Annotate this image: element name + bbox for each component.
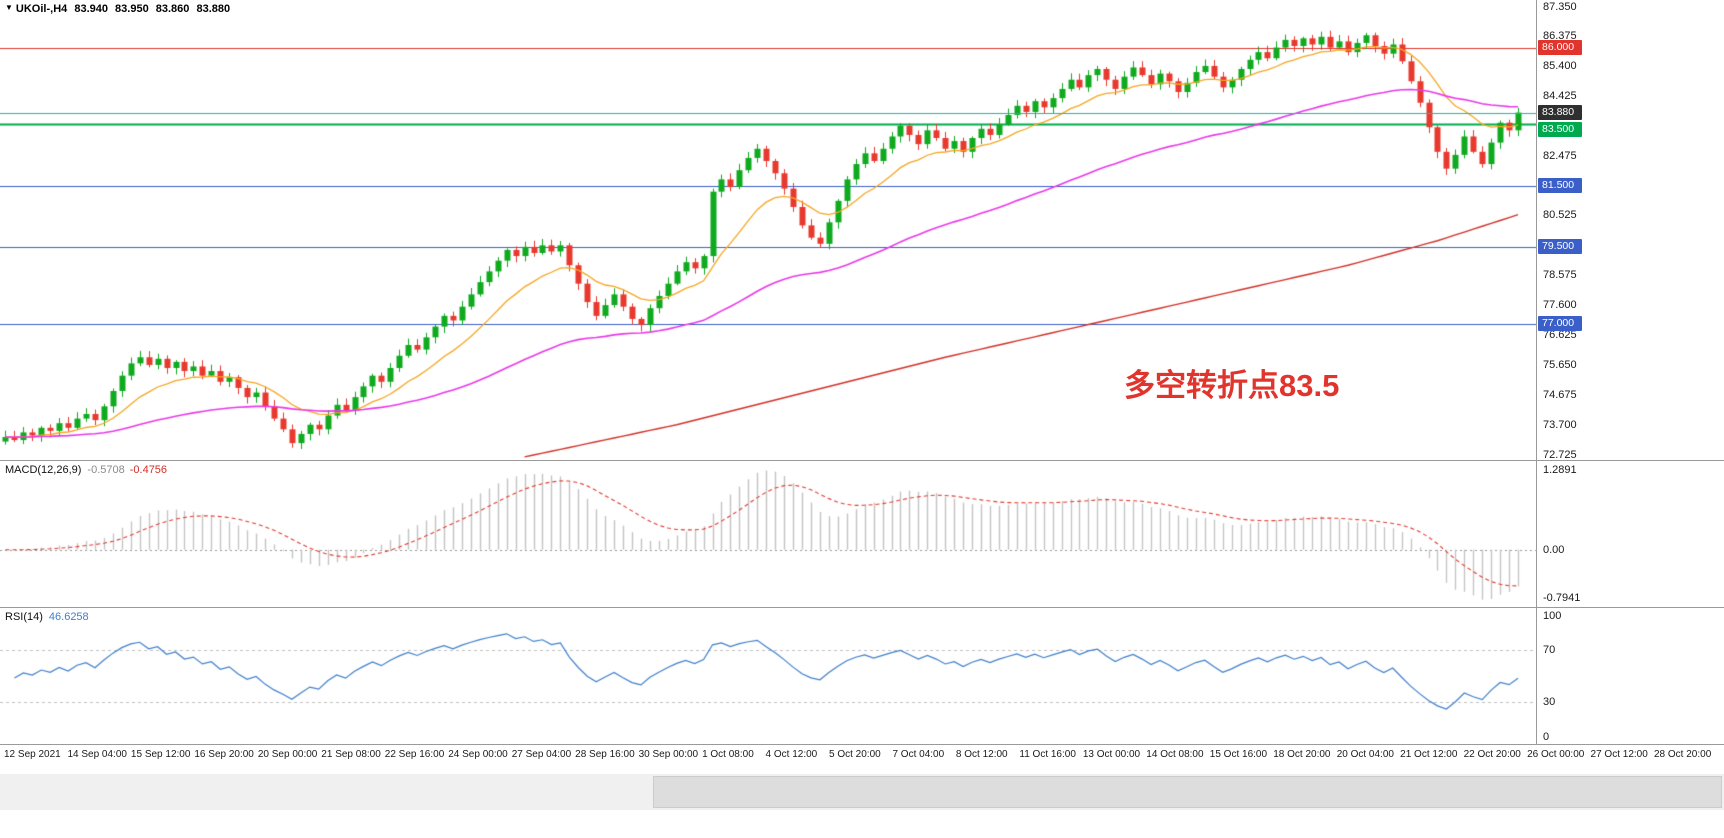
- macd-label: MACD(12,26,9) -0.5708 -0.4756: [5, 464, 167, 476]
- price-axis-label: 75.650: [1543, 358, 1577, 371]
- time-axis-label: 26 Oct 00:00: [1527, 749, 1585, 760]
- rsi-panel: RSI(14) 46.6258 100 70 30 0: [0, 608, 1724, 744]
- price-axis-label: 85.400: [1543, 59, 1577, 72]
- time-axis-label: 5 Oct 20:00: [829, 749, 881, 760]
- horizontal-scrollbar[interactable]: [0, 774, 1724, 810]
- scrollbar-thumb[interactable]: [653, 776, 1722, 808]
- panel-separator[interactable]: [0, 460, 1724, 461]
- time-axis-label: 13 Oct 00:00: [1082, 749, 1141, 760]
- price-plot-area: ▼ UKOil-,H4 83.940 83.950 83.860 83.880 多…: [0, 0, 1536, 460]
- time-axis-label: 16 Sep 20:00: [194, 749, 254, 760]
- time-axis-label: 27 Oct 12:00: [1590, 749, 1648, 760]
- symbol-period-label: UKOil-,H4: [15, 3, 68, 15]
- ohlc-low: 83.860: [155, 3, 190, 15]
- time-axis-label: 22 Sep 16:00: [384, 749, 445, 760]
- price-axis: 87.350 86.375 85.400 84.425 82.475 80.525 78.5…: [1536, 0, 1724, 461]
- price-axis-label: 82.475: [1543, 149, 1577, 162]
- price-axis-label: 72.725: [1543, 448, 1577, 461]
- time-axis-label: 28 Sep 16:00: [575, 749, 635, 760]
- price-axis-label: 77.600: [1543, 299, 1577, 312]
- rsi-axis-label: 100: [1543, 610, 1562, 622]
- ohlc-high: 83.950: [115, 3, 149, 15]
- price-axis-label: 84.425: [1543, 89, 1577, 102]
- price-badge: 86.000: [1538, 39, 1582, 55]
- time-axis-label: 11 Oct 16:00: [1019, 749, 1076, 760]
- time-axis-label: 30 Sep 00:00: [638, 749, 699, 760]
- rsi-axis-label: 0: [1543, 731, 1550, 743]
- time-axis-label: 20 Sep 00:00: [257, 749, 318, 760]
- price-axis-label: 80.525: [1543, 209, 1577, 222]
- price-badge: 79.500: [1538, 238, 1582, 254]
- price-axis-label: 86.375: [1543, 30, 1577, 43]
- ohlc-open: 83.940: [74, 3, 108, 15]
- time-axis-label: 14 Sep 04:00: [67, 749, 127, 760]
- rsi-name: RSI(14): [5, 611, 43, 623]
- macd-signal-value: -0.4756: [129, 464, 168, 476]
- price-badge: 81.500: [1538, 177, 1582, 193]
- chart-title: ▼ UKOil-,H4 83.940 83.950 83.860 83.880: [5, 3, 234, 15]
- price-axis-label: 73.700: [1543, 418, 1577, 431]
- price-badge: 77.000: [1538, 315, 1582, 331]
- macd-axis-label: 0.00: [1543, 543, 1565, 556]
- time-axis-label: 15 Sep 12:00: [130, 749, 191, 760]
- rsi-plot-area: RSI(14) 46.6258: [0, 608, 1536, 744]
- macd-plot-area: MACD(12,26,9) -0.5708 -0.4756: [0, 461, 1536, 607]
- rsi-label: RSI(14) 46.6258: [5, 611, 89, 623]
- price-axis-label: 76.625: [1543, 329, 1577, 342]
- chart-annotation: 多空转折点83.5: [1124, 368, 1340, 403]
- time-axis-label: 21 Sep 08:00: [321, 749, 381, 760]
- panel-separator[interactable]: [0, 744, 1724, 745]
- price-chart-canvas[interactable]: [0, 0, 1536, 460]
- time-axis-label: 12 Sep 2021: [4, 749, 61, 760]
- macd-axis-label: 1.2891: [1543, 464, 1577, 476]
- time-axis-label: 4 Oct 12:00: [765, 749, 818, 760]
- time-axis-label: 18 Oct 20:00: [1273, 749, 1331, 760]
- time-axis-label: 1 Oct 08:00: [702, 749, 754, 760]
- rsi-axis: 100 70 30 0: [1536, 608, 1724, 744]
- time-axis: 12 Sep 2021 14 Sep 04:00 15 Sep 12:00 16 Se…: [0, 745, 1724, 765]
- time-axis-label: 22 Oct 20:00: [1463, 749, 1521, 760]
- time-axis-label: 24 Sep 00:00: [448, 749, 508, 760]
- macd-canvas[interactable]: [0, 461, 1536, 607]
- macd-name: MACD(12,26,9): [5, 464, 82, 476]
- price-axis-label: 74.675: [1543, 388, 1577, 401]
- time-axis-label: 20 Oct 04:00: [1336, 749, 1394, 760]
- time-axis-label: 21 Oct 12:00: [1400, 749, 1458, 760]
- macd-axis-label: -0.7941: [1543, 592, 1581, 604]
- price-axis-label: 78.575: [1543, 269, 1577, 282]
- time-axis-label: 8 Oct 12:00: [955, 749, 1008, 760]
- collapse-arrow-icon[interactable]: ▼: [5, 3, 13, 12]
- rsi-axis-label: 70: [1543, 644, 1556, 657]
- time-axis-label: 27 Sep 04:00: [511, 749, 572, 760]
- rsi-axis-label: 30: [1543, 695, 1556, 708]
- time-axis-label: 15 Oct 16:00: [1209, 749, 1268, 760]
- price-badge: 83.500: [1538, 122, 1582, 138]
- panel-separator[interactable]: [0, 607, 1724, 608]
- time-axis-label: 7 Oct 04:00: [892, 749, 945, 760]
- macd-main-value: -0.5708: [87, 464, 125, 476]
- macd-axis: 1.2891 0.00 -0.7941: [1536, 461, 1724, 607]
- price-axis-label: 87.350: [1543, 1, 1577, 13]
- time-axis-label: 28 Oct 20:00: [1654, 749, 1712, 760]
- macd-panel: MACD(12,26,9) -0.5708 -0.4756 1.2891 0.00 -0…: [0, 461, 1724, 607]
- time-axis-label: 14 Oct 08:00: [1146, 749, 1204, 760]
- bottom-scroll-area: [0, 765, 1724, 838]
- price-panel: ▼ UKOil-,H4 83.940 83.950 83.860 83.880 多…: [0, 0, 1724, 461]
- rsi-canvas[interactable]: [0, 608, 1536, 744]
- rsi-value: 46.6258: [48, 611, 89, 623]
- price-badge: 83.880: [1538, 104, 1582, 120]
- ohlc-close: 83.880: [196, 3, 231, 15]
